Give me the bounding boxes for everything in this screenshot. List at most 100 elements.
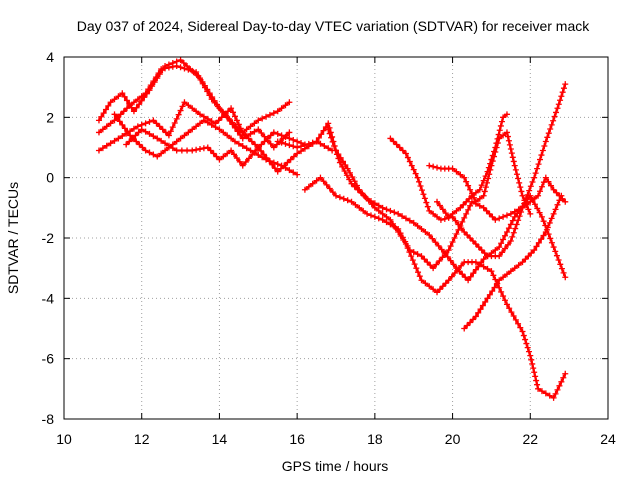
data-point xyxy=(547,126,554,133)
data-point xyxy=(247,130,254,137)
data-point xyxy=(239,162,246,169)
data-point xyxy=(270,110,277,117)
data-point xyxy=(320,178,327,185)
data-point xyxy=(503,271,510,278)
data-point xyxy=(136,101,143,108)
data-point xyxy=(523,340,530,347)
data-point xyxy=(528,356,535,363)
data-point xyxy=(522,336,529,343)
data-point xyxy=(532,170,539,177)
data-point xyxy=(410,166,417,173)
data-point xyxy=(486,210,493,217)
data-point xyxy=(447,243,454,250)
data-point xyxy=(460,201,467,208)
data-point xyxy=(266,158,273,165)
data-point xyxy=(264,135,271,142)
data-point xyxy=(228,147,235,154)
data-point xyxy=(236,158,243,165)
data-point xyxy=(537,156,543,163)
data-point xyxy=(177,107,184,114)
data-point xyxy=(525,348,532,355)
data-point xyxy=(224,132,231,139)
data-point xyxy=(220,153,227,160)
data-point xyxy=(421,195,428,202)
data-point xyxy=(519,259,526,266)
data-point xyxy=(231,113,238,120)
data-point xyxy=(475,309,482,316)
data-point xyxy=(239,142,246,149)
data-point xyxy=(515,217,522,224)
data-point xyxy=(235,121,242,128)
data-point xyxy=(507,238,514,245)
data-point xyxy=(274,138,281,145)
data-point xyxy=(233,155,240,162)
data-point xyxy=(251,149,258,156)
data-point xyxy=(354,186,361,193)
data-point xyxy=(461,174,468,181)
data-point xyxy=(482,173,489,180)
data-point xyxy=(379,204,386,211)
data-point xyxy=(107,99,114,106)
data-point xyxy=(329,189,336,196)
data-point xyxy=(485,164,492,171)
y-tick-label: -6 xyxy=(42,351,55,367)
data-point xyxy=(305,140,312,147)
data-point xyxy=(546,219,553,226)
data-point xyxy=(243,133,250,140)
data-point xyxy=(420,191,427,198)
data-point xyxy=(321,142,328,149)
data-point xyxy=(220,129,227,136)
data-point xyxy=(99,145,106,152)
data-point xyxy=(503,212,510,219)
data-point xyxy=(527,183,534,190)
data-point xyxy=(267,140,274,147)
data-point xyxy=(294,144,301,151)
series-line xyxy=(303,176,567,270)
data-point xyxy=(434,164,441,171)
data-point xyxy=(197,120,203,127)
data-point xyxy=(217,107,224,114)
data-point xyxy=(231,151,237,158)
data-point xyxy=(130,108,137,115)
data-point xyxy=(463,178,470,185)
data-point xyxy=(245,155,252,162)
data-point xyxy=(356,204,363,211)
data-point xyxy=(282,133,289,140)
data-point xyxy=(119,133,126,140)
data-point xyxy=(114,114,121,121)
data-point xyxy=(153,120,160,127)
data-point xyxy=(449,165,456,172)
data-point xyxy=(517,324,524,331)
data-point xyxy=(162,129,169,136)
data-point xyxy=(512,225,519,232)
data-point xyxy=(287,156,294,163)
data-point xyxy=(429,235,436,242)
data-point xyxy=(123,97,130,104)
data-point xyxy=(424,203,431,210)
data-point xyxy=(158,66,165,73)
data-point xyxy=(200,145,207,152)
data-point xyxy=(395,210,402,217)
data-point xyxy=(177,57,184,64)
data-point xyxy=(472,259,479,266)
data-point xyxy=(531,247,538,254)
data-point xyxy=(375,202,382,209)
data-point xyxy=(414,251,421,258)
data-point xyxy=(500,213,507,220)
data-point xyxy=(536,209,543,216)
data-point xyxy=(426,162,433,169)
data-point xyxy=(224,108,231,115)
data-point xyxy=(503,301,510,308)
data-point xyxy=(248,138,255,145)
data-point xyxy=(551,113,558,120)
data-point xyxy=(379,216,386,223)
data-point xyxy=(383,219,390,226)
data-point xyxy=(390,138,397,145)
data-point xyxy=(553,252,560,259)
data-point xyxy=(197,146,203,153)
data-point xyxy=(467,186,474,193)
y-tick-labels: -8 -6 -4 -2 0 2 4 xyxy=(42,49,55,427)
data-point xyxy=(496,215,503,222)
data-point xyxy=(482,184,489,191)
